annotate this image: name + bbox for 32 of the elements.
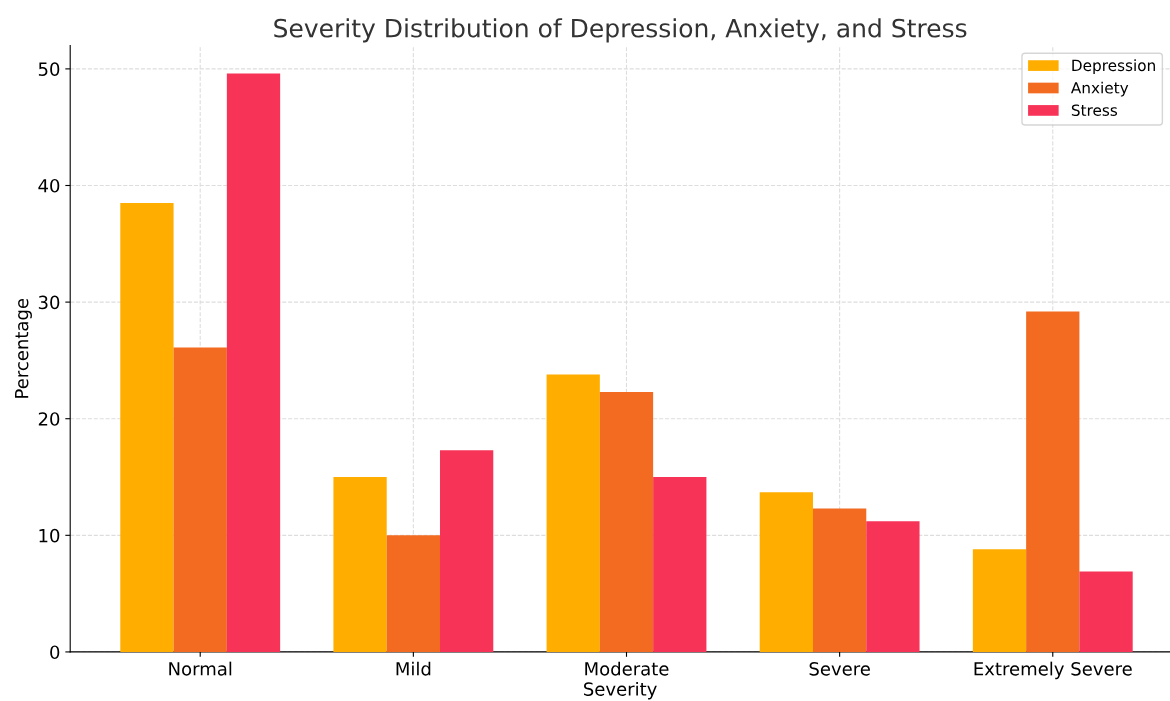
y-tick-label: 40 [38,178,60,193]
legend-label: Anxiety [1070,81,1129,97]
y-tick-label: 20 [38,412,60,426]
bar [386,535,440,652]
bar [972,549,1027,652]
x-tick-label: Normal [169,661,232,676]
bar [599,391,654,652]
y-axis-title: Percentage [15,298,32,398]
bar [653,477,707,652]
chart-title: Severity Distribution of Depression, Anxiety, and Stress [274,18,967,43]
bar [333,477,387,652]
bar [866,521,920,652]
bar [120,202,174,652]
bar [226,73,281,652]
bar [546,374,600,652]
y-tick-label: 30 [38,295,60,310]
bar [1079,571,1133,652]
legend-label: Depression [1072,59,1155,75]
x-tick-label: Severe [809,661,870,676]
y-tick-label: 50 [38,62,60,76]
bar [1026,311,1080,652]
bar [812,508,867,652]
bar [173,347,227,652]
y-tick-label: 10 [39,528,60,543]
bar [759,492,813,652]
x-tick-label: Moderate [585,661,669,676]
y-tick-label: 0 [50,645,60,660]
x-tick-label: Mild [396,661,431,676]
bar [440,450,494,652]
legend-label: Stress [1071,104,1118,116]
x-axis-title: Severity [584,681,657,700]
x-tick-label: Extremely Severe [974,661,1132,680]
